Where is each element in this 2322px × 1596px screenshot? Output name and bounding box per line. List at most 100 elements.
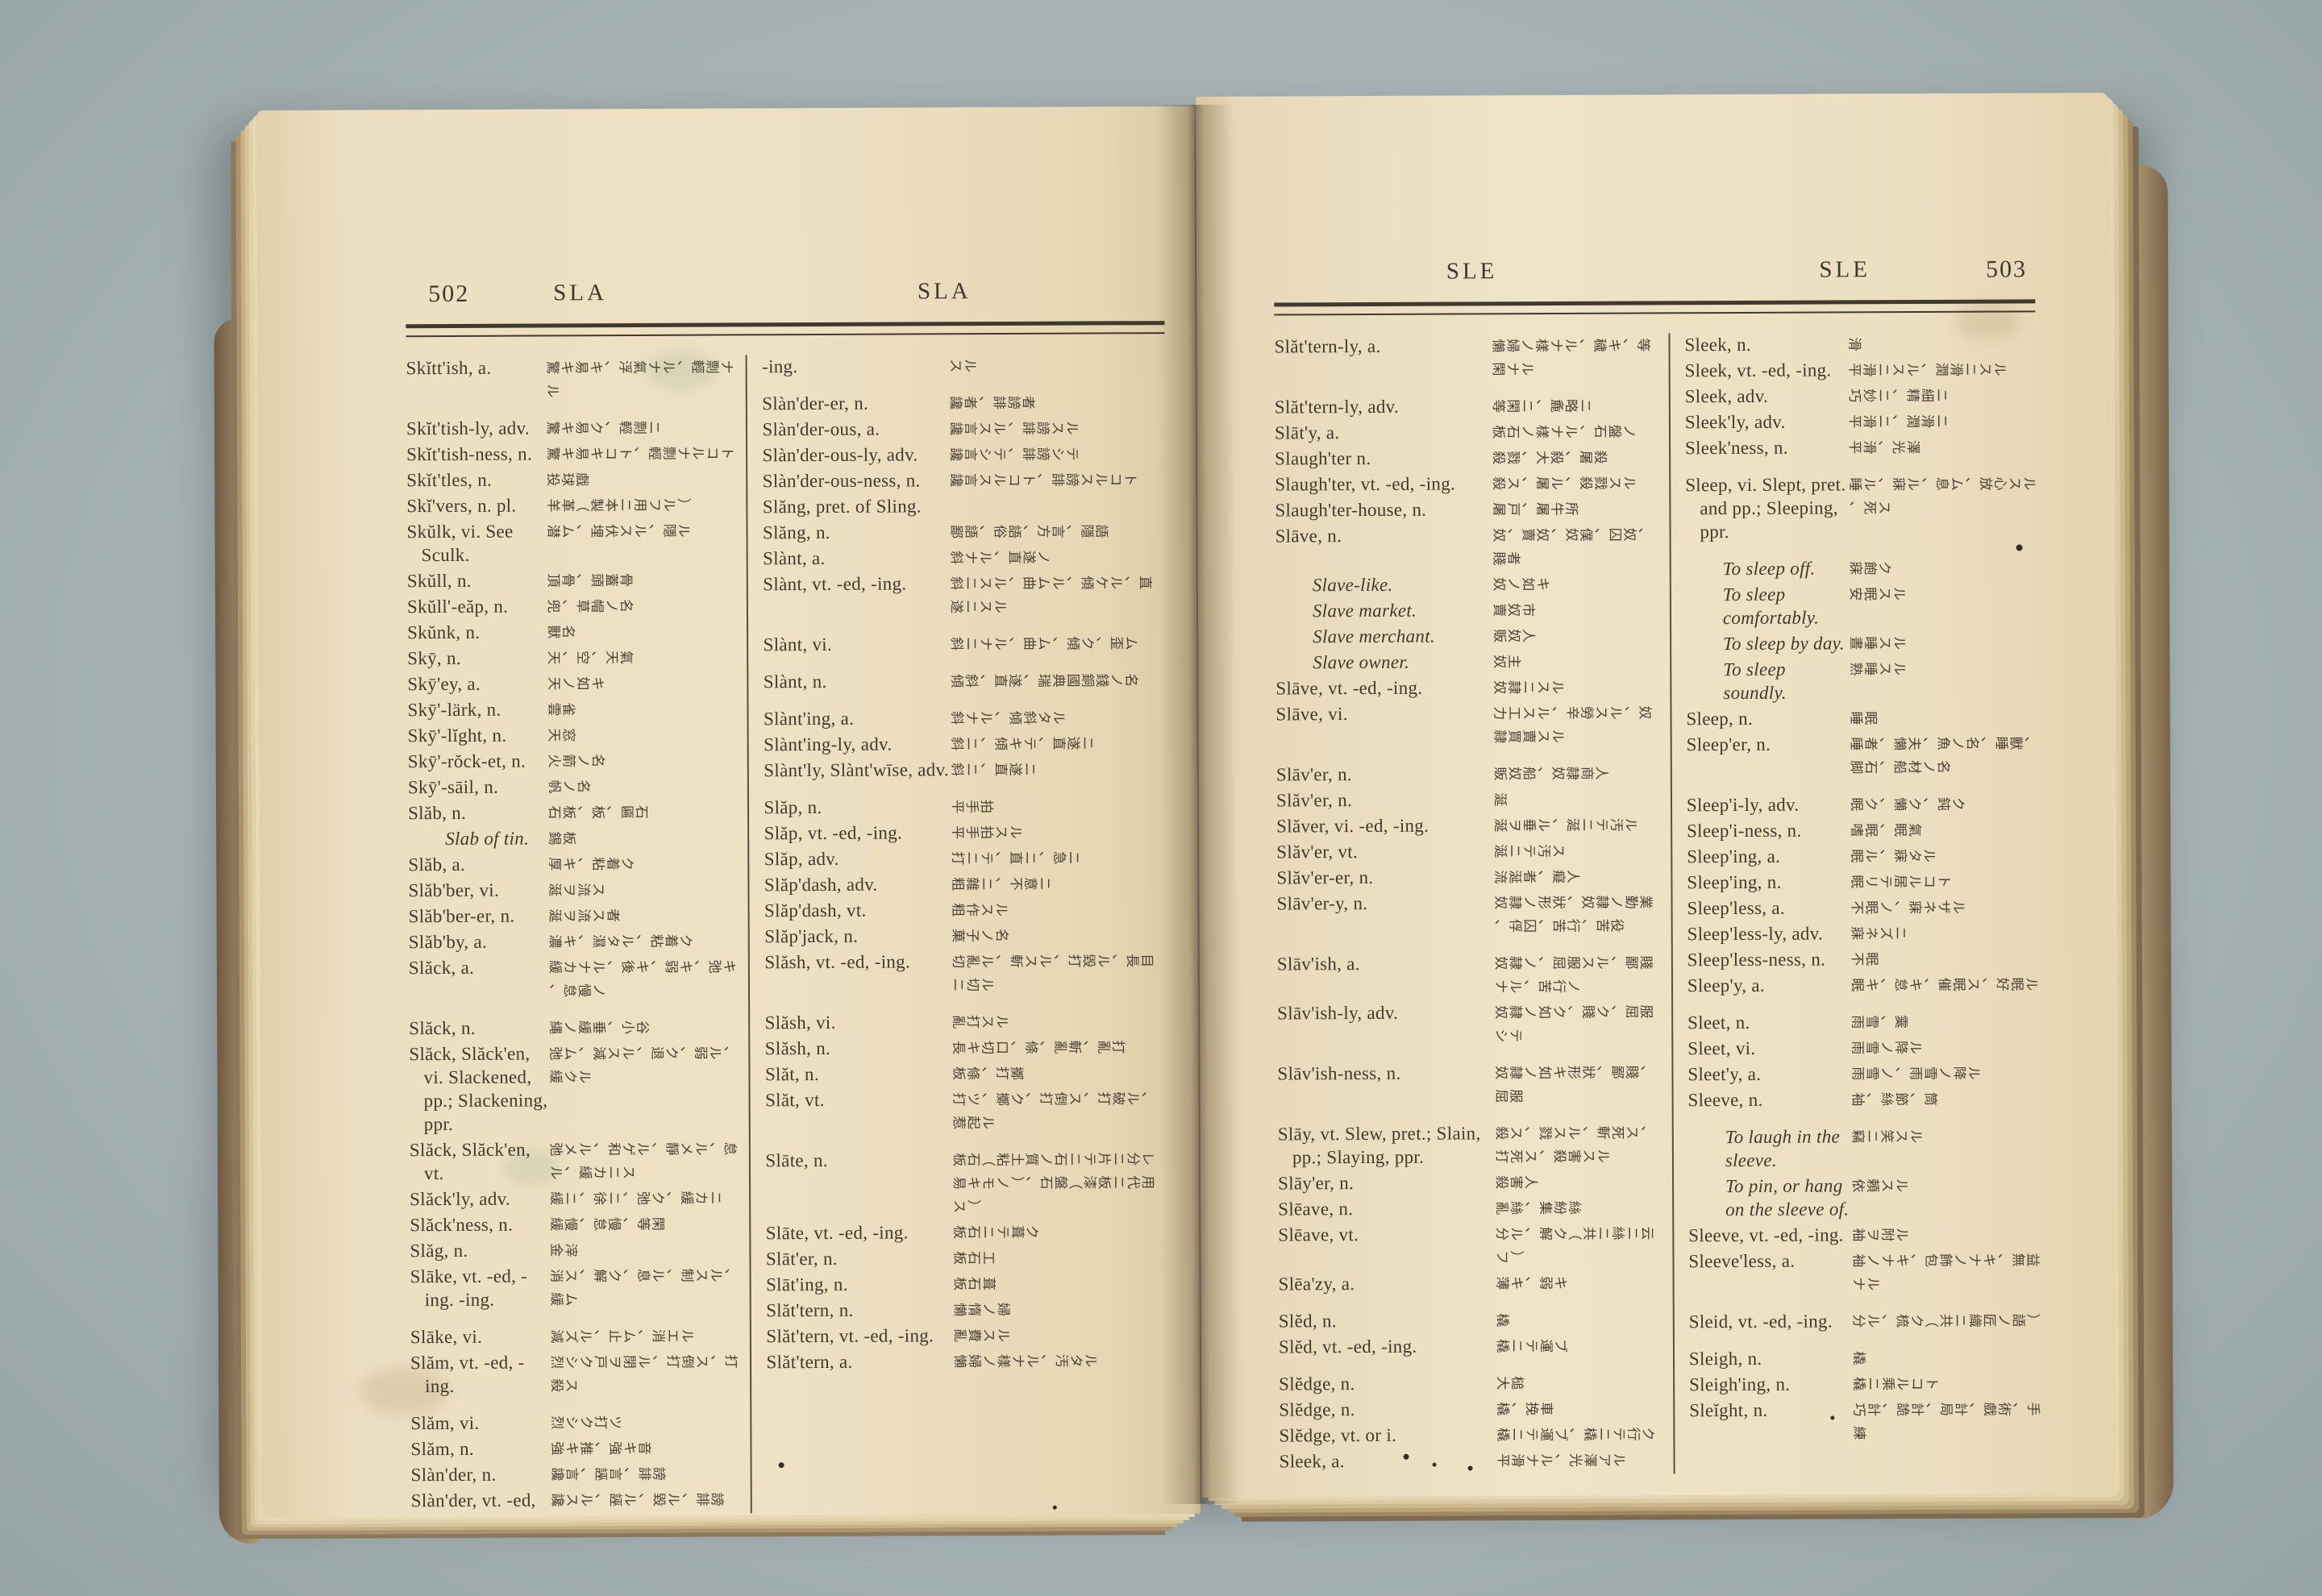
definition-japanese xyxy=(948,493,1166,494)
definition-japanese: 強キ推、強キ音 xyxy=(548,1440,652,1456)
definition-japanese: 緩ニ、徐ニ、弛ク、緩カニ xyxy=(547,1191,724,1206)
definition-japanese: 奴隷ノ、屈服スル、鄙賤ナル、苦行ノ xyxy=(1492,955,1654,994)
definition-japanese: 雲雀 xyxy=(545,702,576,717)
definition-japanese: 涎ヲ流ス xyxy=(546,883,606,897)
dictionary-entry: To sleep comfortably. 安眠スル xyxy=(1686,581,2037,630)
dictionary-entry: Slāte, n. 板石（粘土質ノ石ニテ片ニ分レ易キモノ）、石盤（漆板ニ代用ス） xyxy=(765,1147,1168,1219)
dictionary-entry: Slăck'ly, adv. 緩ニ、徐ニ、弛ク、緩カニ xyxy=(410,1186,740,1211)
headword: Sleet'y, a. xyxy=(1687,1063,1762,1085)
headword: Sleeve'less, a. xyxy=(1688,1250,1796,1272)
definition-japanese: 橇 xyxy=(1850,1351,1866,1365)
headword: Slăb'ber, vi. xyxy=(408,879,500,901)
page-number: 503 xyxy=(1986,256,2028,283)
dictionary-entry: Slave market. 賣奴市 xyxy=(1275,597,1660,622)
dictionary-entry: Slave owner. 奴主 xyxy=(1275,649,1660,674)
headword: Slăck'ness, n. xyxy=(410,1214,514,1236)
dictionary-entry: Slēa'zy, a. 薄キ、弱キ xyxy=(1279,1270,1663,1295)
dictionary-entry: Slĕdge, n. 大槌 xyxy=(1279,1370,1663,1395)
headword: Slave market. xyxy=(1312,600,1417,621)
definition-japanese: 眠ク、懶ク、鈍ク xyxy=(1847,796,1966,812)
headword: Slāt'er, n. xyxy=(765,1248,838,1270)
definition-japanese: 奴隷ノ形狀、奴隷ノ勤業、俘囚、苦行、苦役 xyxy=(1492,895,1654,933)
headword: Slăt, vt. xyxy=(764,1089,825,1111)
definition-japanese: 橇ニ乘ルコト xyxy=(1850,1376,1939,1391)
definition-japanese: 殺ス、屠ル、殺戮スル xyxy=(1489,476,1637,491)
headword: Slāy'er, n. xyxy=(1278,1173,1354,1194)
dictionary-entry: Slăm, vt. -ed, -ing. 烈シク戸ヲ閉ル、打倒ス、打殺ス xyxy=(410,1349,741,1398)
dictionary-entry: -ing. スル xyxy=(762,353,1165,378)
definition-japanese: 錫板 xyxy=(546,831,577,846)
definition-japanese: 懶婦ノ樣ナル、汚タル xyxy=(951,1353,1098,1369)
headword: Slāv'er, n. xyxy=(1275,764,1352,785)
header-double-rule xyxy=(406,321,1165,338)
definition-japanese: 驚キ易キコト、輕剽ナルコト xyxy=(544,446,735,461)
definition-japanese: 消ス、解ク、息ル、制スル、緩ム xyxy=(547,1268,739,1307)
dictionary-entry: Slāt'ing, n. 板石葺 xyxy=(766,1271,1169,1296)
headword: Sleek, a. xyxy=(1279,1451,1345,1472)
definition-japanese: 打ニテ、直ニ、急ニ xyxy=(948,850,1082,866)
definition-japanese: 晝睡スル xyxy=(1846,636,1907,650)
dictionary-entry: To sleep off. 寐飽ク xyxy=(1686,555,2037,580)
definition-japanese: 涎 xyxy=(1491,792,1508,807)
definition-japanese: 袖ノナキ、包飾ノナキ、無益ナル xyxy=(1849,1253,2041,1291)
headword: Slăp'dash, vt. xyxy=(764,900,867,921)
headword: Slăp, vt. -ed, -ing. xyxy=(764,822,903,844)
dictionary-entry: Slāve, n. 奴、賣奴、奴僕、囚奴、賤者 xyxy=(1275,522,1659,571)
definition-japanese: 睡眠 xyxy=(1847,711,1879,725)
headword: Slāve, n. xyxy=(1275,526,1342,547)
headword: Slăb, a. xyxy=(408,854,466,875)
header-double-rule xyxy=(1274,299,2036,316)
dictionary-entry: Slăp, n. 平手拍 xyxy=(764,794,1167,819)
headword: Skȳ'-sāil, n. xyxy=(407,776,499,798)
definition-japanese: 力工スル、辛勞スル、奴隷買賣スル xyxy=(1491,705,1653,744)
column-2: Sleek, n. 滑 Sleek, vt. -ed, -ing. 平滑ニスル、… xyxy=(1670,331,2040,1473)
headword: Sleĭght, n. xyxy=(1689,1399,1768,1421)
definition-japanese: 讒者、誹謗者 xyxy=(947,395,1036,410)
dictionary-entry: Skȳ'-lĭght, n. 天窓 xyxy=(408,722,739,747)
headword: Slāv'ish, a. xyxy=(1276,954,1360,975)
headword: To sleep by day. xyxy=(1722,633,1845,655)
definition-japanese: 菓子ノ名 xyxy=(949,928,1009,943)
dictionary-entry: Skŭlk, vi. See Sculk. 潜ム、埋伏スル、隱ル xyxy=(406,518,737,567)
definition-japanese: 涎ニテ汚ス xyxy=(1491,843,1566,858)
dictionary-entry: Slàn'der, vt. -ed, 讒スル、誣ル、毀ル、誹謗 xyxy=(411,1487,742,1512)
definition-japanese: 緩慢、怠慢、等閑 xyxy=(547,1216,666,1232)
dictionary-entry: Sleet, n. 雨雪、霙 xyxy=(1687,1009,2038,1034)
headword: Slăp'jack, n. xyxy=(764,925,859,947)
headword: Sleek, adv. xyxy=(1684,385,1769,407)
headword: Skȳ, n. xyxy=(407,647,461,669)
dictionary-entry: Sleep'y, a. 眠キ、怠キ、催眠ス、好眠ル xyxy=(1687,972,2039,997)
dictionary-entry: Slăp, adv. 打ニテ、直ニ、急ニ xyxy=(764,846,1167,871)
definition-japanese: 驚キ易ク、輕剽ニ xyxy=(544,420,663,435)
headword: Skȳ'-lärk, n. xyxy=(407,699,501,721)
headword: Skĭtt'ish, a. xyxy=(406,357,492,379)
dictionary-entry: Skŭnk, n. 獸名 xyxy=(407,619,738,644)
dictionary-entry: Slāt'er, n. 板石工 xyxy=(766,1245,1169,1270)
column-2: -ing. スル Slàn'der-er, n. 讒者、誹謗者 Slàn'der… xyxy=(747,353,1170,1513)
dictionary-entry: Sleek, adv. 巧妙ニ、精細ニ xyxy=(1685,383,2036,408)
definition-japanese: 讒スル、誣ル、毀ル、誹謗 xyxy=(549,1492,726,1507)
definition-japanese: 減ズル、止ム、消エル xyxy=(548,1328,696,1344)
definition-japanese: 涎ヲ流ス者 xyxy=(547,908,622,923)
definition-japanese: 弛ム、減スル、退ク、弱ル、緩クル xyxy=(547,1045,738,1084)
dictionary-entry: Sleek, vt. -ed, -ing. 平滑ニスル、潤滑ニスル xyxy=(1684,357,2035,382)
headword: Slànt, n. xyxy=(763,671,827,692)
headword: Slăsh, vi. xyxy=(764,1012,836,1033)
headword: Sleep'y, a. xyxy=(1687,975,1765,996)
dictionary-entry: To laugh in the sleeve. 竊ニ笑スル xyxy=(1688,1124,2039,1172)
dictionary-entry: Slàn'der-ous, a. 讒言スル、誹謗スル xyxy=(762,416,1165,441)
dictionary-entry: Slĕd, n. 橇 xyxy=(1279,1307,1663,1332)
dictionary-entry: Slàn'der-er, n. 讒者、誹謗者 xyxy=(762,390,1165,415)
headword: Slăb'ber-er, n. xyxy=(408,905,515,927)
definition-japanese: 寐飽ク xyxy=(1846,561,1892,576)
dictionary-entry: Slab of tin. 錫板 xyxy=(408,825,739,850)
definition-japanese: 讒言スル、誹謗スル xyxy=(947,421,1080,436)
headword: Slaugh'ter n. xyxy=(1275,447,1371,469)
dictionary-entry: Slăv'er, n. 涎 xyxy=(1276,787,1661,812)
headword: Skȳ'-lĭght, n. xyxy=(407,725,507,746)
definition-japanese: 販奴人 xyxy=(1490,629,1536,643)
dictionary-entry: Sleet, vi. 雨雪ノ降ル xyxy=(1687,1035,2038,1060)
headword: Slĕdge, n. xyxy=(1279,1374,1355,1394)
headword: Sleep'ing, a. xyxy=(1687,846,1781,867)
dictionary-entry: Slăng, n. 鄙語、俗語、方言、隱語 xyxy=(763,519,1166,544)
